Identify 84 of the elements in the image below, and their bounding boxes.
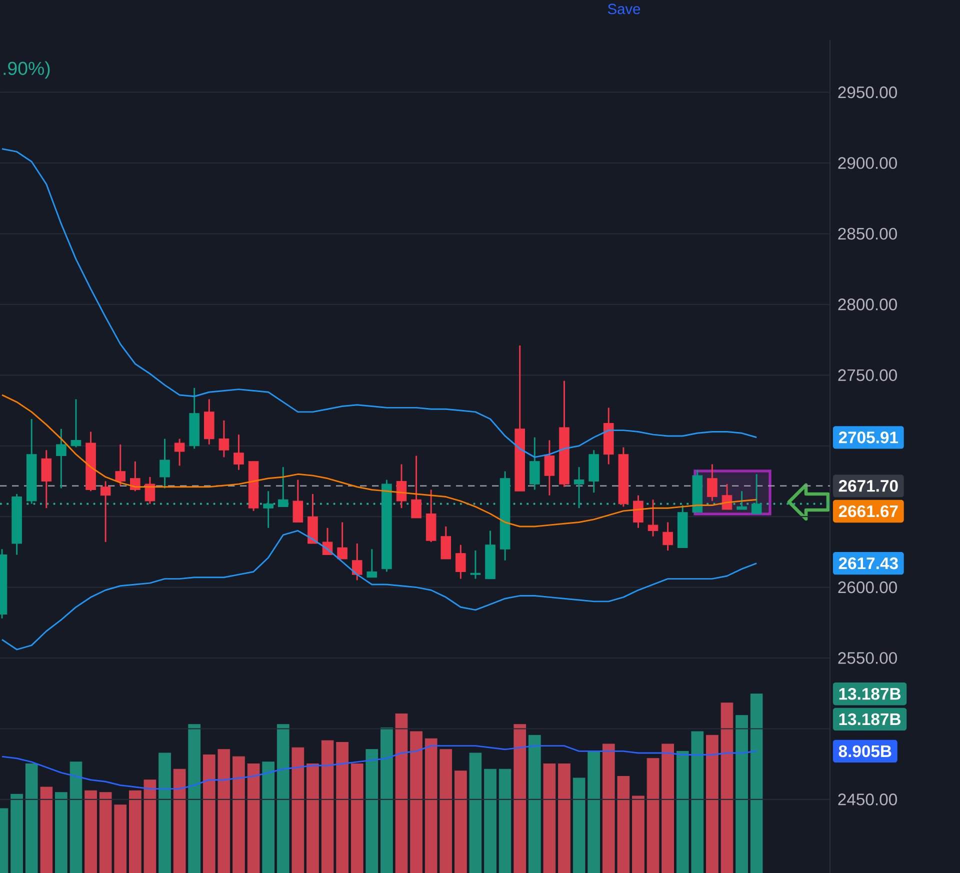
candlestick: [352, 542, 362, 581]
y-tick-label: 2750.00: [838, 369, 897, 382]
bar: [602, 744, 615, 873]
candlestick: [41, 449, 52, 509]
bar: [410, 731, 422, 873]
bar: [336, 742, 348, 873]
candlestick: [174, 438, 185, 466]
y-tick-label: 2550.00: [838, 652, 897, 664]
candlestick: [278, 466, 288, 508]
bar: [232, 756, 245, 873]
candlestick: [707, 464, 718, 502]
bar: [736, 715, 748, 873]
y-tick-label: 2900.00: [838, 157, 897, 169]
candlestick: [633, 494, 644, 529]
bar: [144, 780, 156, 873]
bar: [70, 762, 82, 873]
bar: [188, 724, 201, 873]
text: 2705.91: [838, 432, 898, 444]
bar: [114, 804, 127, 873]
candlestick: [544, 439, 555, 496]
candlestick: [366, 548, 378, 578]
text: 2617.43: [838, 557, 898, 570]
bar: [173, 768, 186, 873]
bar: [84, 790, 97, 873]
text: 8.905B: [838, 745, 892, 758]
bar: [588, 750, 600, 873]
bar: [366, 749, 378, 873]
candlestick: [115, 444, 126, 486]
bar: [306, 763, 319, 873]
bar: [646, 758, 660, 873]
bar: [202, 754, 216, 873]
candlestick: [130, 460, 140, 492]
candlestick: [337, 522, 348, 560]
candlestick: [70, 398, 82, 448]
y-tick-label: 2800.00: [838, 298, 897, 310]
bar: [440, 749, 452, 873]
y-tick-label: 2600.00: [838, 581, 897, 594]
candlestick: [263, 490, 274, 529]
candlestick: [662, 522, 673, 552]
bar: [424, 738, 438, 873]
text: Save: [608, 4, 640, 14]
bar: [632, 796, 644, 873]
bar: [676, 750, 689, 873]
bar: [750, 694, 763, 873]
annotation: .90%): [4, 61, 50, 79]
candlestick: [218, 420, 230, 458]
candlestick: [648, 498, 658, 538]
text: 13.187B: [839, 688, 901, 700]
bar: [158, 752, 171, 873]
bar: [128, 790, 142, 873]
ref-line-label: 2671.70: [838, 480, 898, 492]
text: 2661.67: [838, 505, 898, 518]
bar: [662, 744, 674, 873]
bar: [691, 731, 704, 873]
candlestick: [456, 544, 466, 580]
bar: [706, 734, 718, 873]
candlestick: [736, 490, 747, 510]
bar: [321, 740, 334, 873]
candlestick: [160, 438, 170, 490]
candlestick: [234, 434, 244, 471]
candlestick: [411, 455, 422, 519]
candlestick: [292, 479, 304, 523]
candlestick: [574, 466, 584, 509]
bar: [218, 749, 230, 873]
bar: [380, 728, 393, 873]
bar: [395, 713, 408, 873]
candlestick: [470, 550, 481, 580]
y-tick-label: 2850.00: [838, 228, 897, 240]
text: 13.187B: [839, 713, 901, 726]
candlestick: [56, 428, 66, 490]
bar: [469, 752, 482, 873]
bar: [484, 768, 496, 873]
bar: [572, 778, 586, 873]
bar: [350, 763, 364, 873]
candlestick: [529, 436, 540, 490]
candlestick: [144, 476, 156, 505]
candlestick: [396, 464, 407, 509]
bar: [498, 768, 512, 873]
candlestick: [440, 526, 452, 560]
y-tick-label: 2450.00: [838, 794, 897, 806]
candlestick: [722, 483, 732, 510]
candlestick: [751, 473, 762, 514]
candlestick: [100, 480, 111, 543]
y-tick-label: 2950.00: [838, 86, 897, 98]
